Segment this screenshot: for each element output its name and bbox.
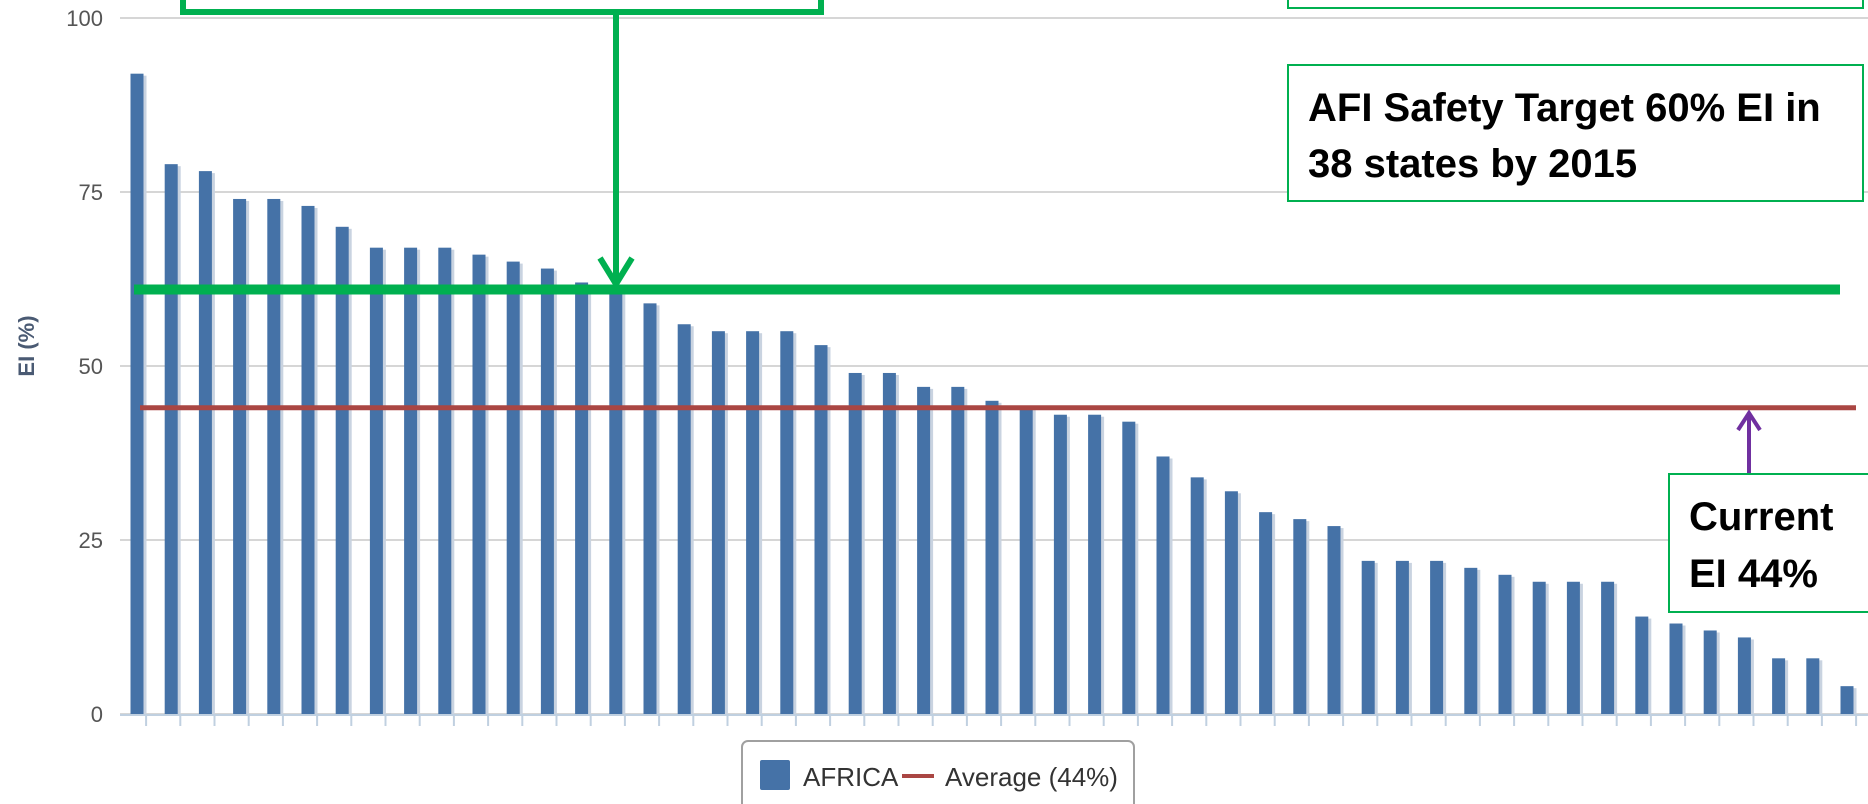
bar: [130, 73, 144, 715]
bar: [1259, 512, 1273, 714]
bar: [369, 247, 383, 714]
y-tick-label: 50: [79, 354, 103, 379]
bar: [404, 247, 418, 714]
bar: [1566, 581, 1580, 714]
y-axis-ticks: 0 25 50 75 100: [66, 6, 103, 727]
top-callout-box: [180, 0, 824, 15]
bar: [780, 331, 794, 714]
bar: [677, 324, 691, 714]
y-tick-label: 75: [79, 180, 103, 205]
bar: [198, 171, 212, 714]
current-callout-line1: Current: [1689, 495, 1833, 539]
legend-box: [741, 740, 1135, 804]
y-axis-title: EI (%): [14, 315, 39, 376]
bar: [882, 372, 896, 714]
bars: [130, 73, 1857, 715]
bar: [814, 345, 828, 714]
current-callout-box: [1668, 473, 1868, 613]
target-callout-box: [1287, 64, 1864, 202]
bar: [1772, 658, 1786, 714]
bar: [472, 254, 486, 714]
bar: [301, 205, 315, 715]
bar: [1395, 560, 1409, 714]
y-tick-label: 0: [91, 702, 103, 727]
current-arrow-head: [1736, 409, 1762, 432]
bar: [1601, 581, 1615, 714]
bar: [609, 289, 623, 714]
target-callout-line1: AFI Safety Target 60% EI in: [1308, 86, 1821, 130]
legend-swatch-africa: [760, 760, 790, 790]
bar: [164, 164, 178, 714]
bar: [1635, 616, 1649, 714]
bar: [746, 331, 760, 714]
bar: [848, 372, 862, 714]
bar: [1532, 581, 1546, 714]
bar: [985, 400, 999, 714]
legend-label-africa: AFRICA: [803, 762, 899, 792]
legend-label-average: Average (44%): [945, 762, 1118, 792]
bar: [1293, 519, 1307, 714]
bar: [1464, 567, 1478, 714]
current-ei-callout: Current EI 44%: [1668, 409, 1868, 613]
bar: [1122, 421, 1136, 714]
bar: [1019, 407, 1033, 714]
target-callout: AFI Safety Target 60% EI in 38 states by…: [1287, 64, 1864, 202]
bar: [1669, 623, 1683, 714]
bar: [917, 386, 931, 714]
y-tick-label: 100: [66, 6, 103, 31]
top-right-callout-box: [1287, 0, 1864, 9]
target-arrow-head: [597, 256, 635, 287]
bar: [540, 268, 554, 714]
bar: [335, 226, 349, 715]
x-axis-ticks: [145, 715, 1858, 726]
bar: [643, 303, 657, 714]
bar: [438, 247, 452, 714]
y-tick-label: 25: [79, 528, 103, 553]
bar: [267, 198, 281, 714]
bar: [1806, 658, 1820, 714]
bar: [1190, 477, 1204, 714]
bar: [951, 386, 965, 714]
bar: [233, 198, 247, 714]
bar: [1430, 560, 1444, 714]
bar: [1840, 686, 1854, 714]
current-callout-line2: EI 44%: [1689, 552, 1818, 596]
bar: [1224, 491, 1238, 714]
bar: [1156, 456, 1170, 714]
bar: [1737, 637, 1751, 714]
bar: [506, 261, 520, 714]
legend: AFRICA Average (44%): [741, 740, 1135, 804]
bar: [711, 331, 725, 714]
target-callout-line2: 38 states by 2015: [1308, 142, 1637, 186]
bar: [575, 282, 589, 714]
bar: [1703, 630, 1717, 714]
bar: [1053, 414, 1067, 714]
bar: [1498, 574, 1512, 714]
bar: [1088, 414, 1102, 714]
bar: [1361, 560, 1375, 714]
bar: [1327, 526, 1341, 714]
